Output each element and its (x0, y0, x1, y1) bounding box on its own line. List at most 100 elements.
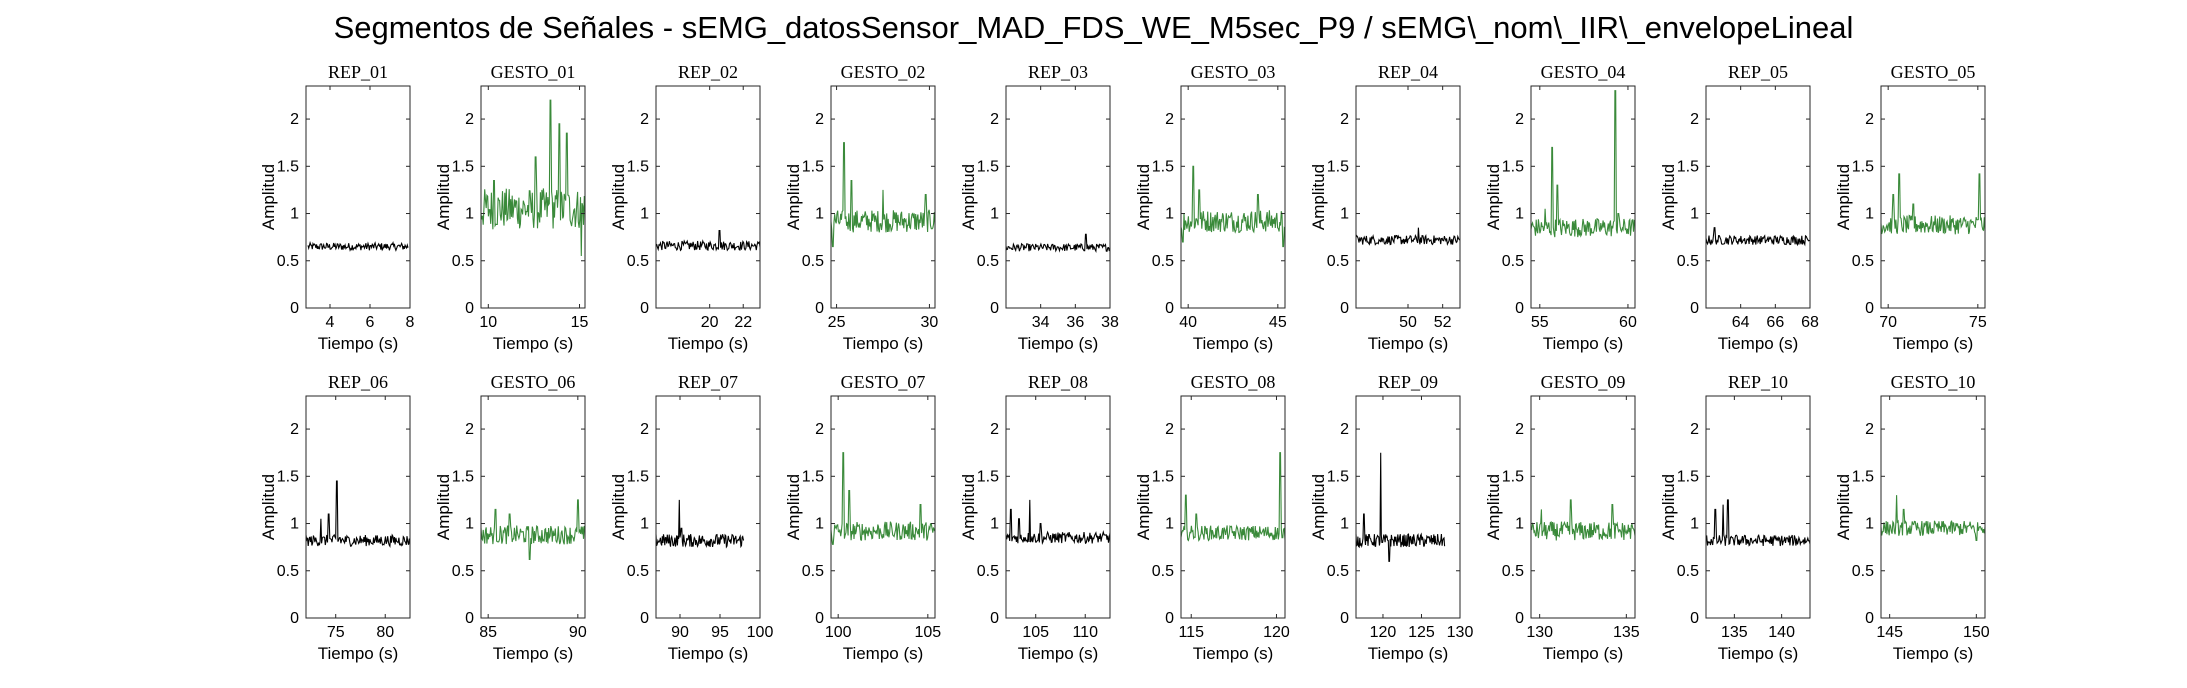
y-tick-label: 1.5 (1327, 158, 1349, 175)
y-tick-label: 0 (990, 610, 999, 627)
subplot-title: REP_06 (328, 372, 388, 392)
y-tick-label: 1.5 (277, 468, 299, 485)
y-tick-label: 0 (1690, 610, 1699, 627)
subplot-title: REP_04 (1378, 62, 1438, 82)
x-tick-label: 120 (1370, 624, 1397, 641)
y-axis-label: Amplitud (784, 474, 803, 540)
y-axis-label: Amplitud (1309, 474, 1328, 540)
x-tick-label: 40 (1179, 314, 1197, 331)
signal-line (480, 99, 586, 257)
subplot-title: GESTO_07 (841, 372, 926, 392)
subplot: 0 0.5 1 1.5 2 34 36 38 REP_03 Tiempo (s) Amplitud (959, 62, 1119, 353)
signal-line (1530, 90, 1636, 238)
subplot: 0 0.5 1 1.5 2 105 110 REP_08 Tiempo (s) Amplitud (959, 372, 1111, 663)
x-tick-label: 25 (828, 314, 846, 331)
y-tick-label: 0 (1340, 610, 1349, 627)
y-tick-label: 1.5 (1502, 158, 1524, 175)
subplot-title: GESTO_08 (1191, 372, 1276, 392)
y-tick-label: 1 (290, 516, 299, 533)
y-tick-label: 1.5 (1327, 468, 1349, 485)
y-axis-label: Amplitud (1484, 474, 1503, 540)
signal-line (830, 142, 936, 248)
subplot: 0 0.5 1 1.5 2 120 125 130 REP_09 Tiempo (s) Amplit… (1309, 372, 1473, 663)
subplot-title: REP_10 (1728, 372, 1788, 392)
y-tick-label: 1.5 (627, 158, 649, 175)
x-axis-label: Tiempo (s) (1543, 334, 1624, 353)
y-tick-label: 0 (990, 300, 999, 317)
x-tick-label: 135 (1721, 624, 1748, 641)
x-tick-label: 6 (366, 314, 375, 331)
x-axis-label: Tiempo (s) (1368, 334, 1449, 353)
subplot-title: GESTO_03 (1191, 62, 1276, 82)
y-tick-label: 1 (1340, 206, 1349, 223)
y-tick-label: 1 (1690, 516, 1699, 533)
y-axis-label: Amplitud (434, 474, 453, 540)
y-tick-label: 0 (815, 300, 824, 317)
x-tick-label: 135 (1613, 624, 1640, 641)
subplot-title: REP_03 (1028, 62, 1088, 82)
y-tick-label: 0.5 (1677, 253, 1699, 270)
axes-box (655, 85, 761, 309)
y-tick-label: 0.5 (977, 563, 999, 580)
subplot: 0 0.5 1 1.5 2 10 15 GESTO_01 Tiempo (s) Amplitud (434, 62, 589, 353)
axes-box (480, 395, 586, 619)
y-tick-label: 0.5 (452, 563, 474, 580)
y-tick-label: 0.5 (802, 563, 824, 580)
x-tick-label: 30 (921, 314, 939, 331)
x-axis-label: Tiempo (s) (1193, 334, 1274, 353)
y-tick-label: 1.5 (452, 468, 474, 485)
y-tick-label: 1.5 (802, 468, 824, 485)
y-axis-label: Amplitud (609, 474, 628, 540)
y-tick-label: 0.5 (1677, 563, 1699, 580)
y-tick-label: 2 (990, 421, 999, 438)
y-tick-label: 0.5 (977, 253, 999, 270)
x-tick-label: 100 (825, 624, 852, 641)
signal-line (1180, 452, 1286, 542)
axes-box (1880, 85, 1986, 309)
x-axis-label: Tiempo (s) (493, 644, 574, 663)
subplot: 0 0.5 1 1.5 2 20 22 REP_02 Tiempo (s) Amplitud (609, 62, 761, 353)
x-axis-label: Tiempo (s) (1368, 644, 1449, 663)
x-tick-label: 130 (1526, 624, 1553, 641)
subplot: 0 0.5 1 1.5 2 130 135 GESTO_09 Tiempo (s) Amplitu… (1484, 372, 1640, 663)
signal-line (1705, 227, 1810, 247)
y-tick-label: 2 (1690, 421, 1699, 438)
x-tick-label: 38 (1101, 314, 1119, 331)
signal-line (305, 480, 411, 548)
y-axis-label: Amplitud (609, 164, 628, 230)
subplot-title: GESTO_01 (491, 62, 576, 82)
y-tick-label: 1.5 (277, 158, 299, 175)
x-tick-label: 90 (569, 624, 587, 641)
y-tick-label: 2 (640, 111, 649, 128)
y-axis-label: Amplitud (259, 164, 278, 230)
x-axis-label: Tiempo (s) (668, 334, 749, 353)
x-axis-label: Tiempo (s) (1893, 334, 1974, 353)
y-tick-label: 0 (1865, 610, 1874, 627)
y-tick-label: 0.5 (1152, 253, 1174, 270)
x-tick-label: 140 (1768, 624, 1795, 641)
subplot: 0 0.5 1 1.5 2 40 45 GESTO_03 Tiempo (s) Amplitud (1134, 62, 1287, 353)
y-axis-label: Amplitud (784, 164, 803, 230)
x-tick-label: 100 (747, 624, 774, 641)
x-tick-label: 66 (1766, 314, 1784, 331)
x-tick-label: 60 (1619, 314, 1637, 331)
x-axis-label: Tiempo (s) (493, 334, 574, 353)
y-tick-label: 0 (290, 610, 299, 627)
y-tick-label: 1 (640, 516, 649, 533)
y-tick-label: 1.5 (1677, 468, 1699, 485)
y-tick-label: 1.5 (1852, 468, 1874, 485)
x-axis-label: Tiempo (s) (1718, 644, 1799, 663)
signal-line (1880, 173, 1986, 235)
y-tick-label: 1.5 (977, 468, 999, 485)
y-tick-label: 0.5 (1502, 253, 1524, 270)
x-tick-label: 105 (1022, 624, 1049, 641)
x-tick-label: 130 (1447, 624, 1474, 641)
y-tick-label: 0.5 (1852, 563, 1874, 580)
subplot-title: GESTO_09 (1541, 372, 1626, 392)
y-axis-label: Amplitud (1309, 164, 1328, 230)
axes-box (1005, 395, 1111, 619)
x-axis-label: Tiempo (s) (1193, 644, 1274, 663)
subplot: 0 0.5 1 1.5 2 75 80 REP_06 Tiempo (s) Amplitud (259, 372, 411, 663)
y-tick-label: 0.5 (452, 253, 474, 270)
y-axis-label: Amplitud (959, 474, 978, 540)
